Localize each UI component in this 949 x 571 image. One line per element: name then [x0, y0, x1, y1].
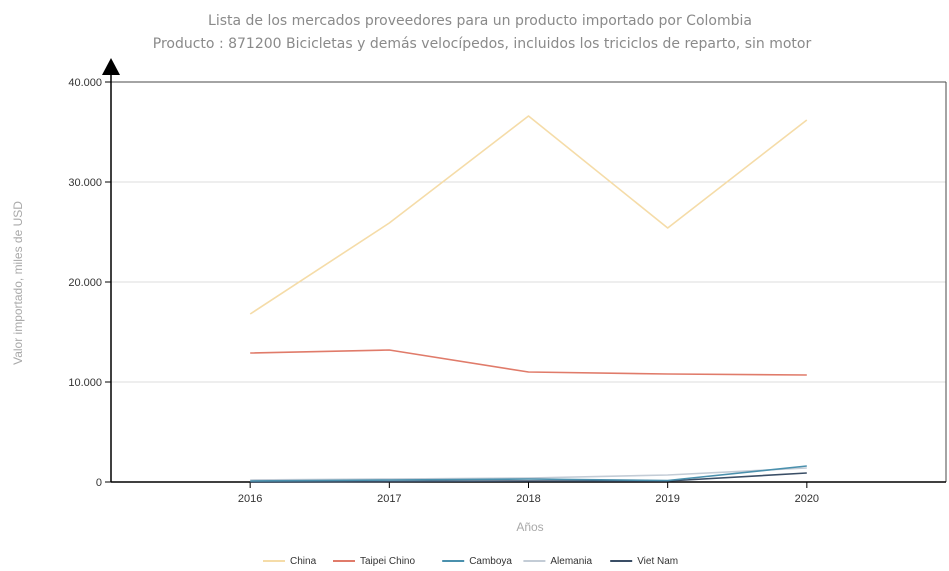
series-line-alemania [250, 467, 807, 481]
legend-label: Alemania [550, 556, 592, 567]
y-tick-label: 40.000 [68, 77, 102, 89]
legend-label: Taipei Chino [360, 556, 415, 567]
x-tick-label: 2019 [655, 493, 679, 505]
legend-item-viet-nam: Viet Nam [610, 556, 678, 567]
y-axis-arrow [102, 58, 120, 75]
x-axis-label: Años [516, 520, 543, 534]
x-tick-label: 2016 [238, 493, 262, 505]
legend-item-taipei-chino: Taipei Chino [333, 556, 415, 567]
legend: China Taipei Chino Camboya Alemania Viet Nam [263, 556, 678, 567]
legend-item-china: China [263, 556, 317, 567]
legend-item-alemania: Alemania [523, 556, 593, 567]
chart-title: Lista de los mercados proveedores para u… [208, 13, 752, 29]
y-tick-label: 20.000 [68, 277, 102, 289]
y-tick-label: 0 [96, 477, 102, 489]
y-axis-label: Valor importado, miles de USD [11, 201, 25, 365]
series-line-camboya [250, 465, 807, 482]
x-axis-ticks: 2016 2017 2018 2019 2020 [238, 482, 819, 505]
x-tick-label: 2018 [516, 493, 540, 505]
legend-label: Camboya [469, 556, 512, 567]
x-tick-label: 2020 [795, 493, 819, 505]
legend-label: Viet Nam [637, 556, 678, 567]
series-line-china [249, 115, 808, 315]
series-line-viet-nam [250, 472, 807, 483]
legend-item-camboya: Camboya [442, 556, 512, 567]
y-tick-label: 30.000 [68, 177, 102, 189]
gridlines [111, 181, 946, 383]
y-axis-ticks: 0 10.000 20.000 30.000 40.000 [68, 77, 111, 489]
legend-label: China [290, 556, 317, 567]
series-line-taipei-chino [250, 349, 807, 376]
y-tick-label: 10.000 [68, 377, 102, 389]
x-tick-label: 2017 [377, 493, 401, 505]
series-lines [249, 115, 808, 483]
chart-subtitle: Producto : 871200 Bicicletas y demás vel… [153, 36, 812, 52]
